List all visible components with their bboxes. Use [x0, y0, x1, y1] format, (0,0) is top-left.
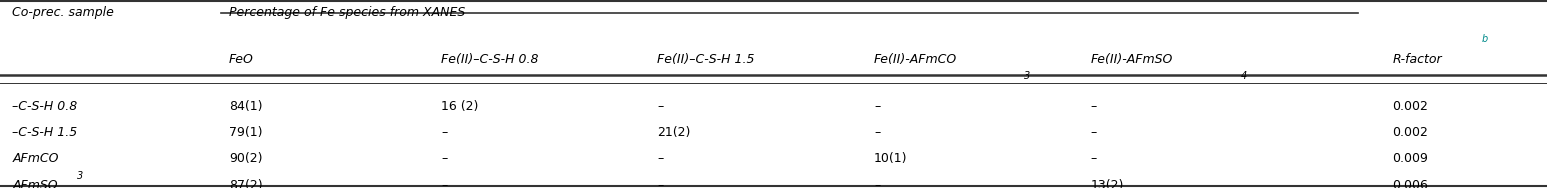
Text: –: –: [441, 126, 447, 139]
Text: –: –: [441, 152, 447, 165]
Text: 0.009: 0.009: [1392, 152, 1428, 165]
Text: FeO: FeO: [229, 53, 254, 66]
Text: 4: 4: [1241, 71, 1247, 81]
Text: –: –: [1091, 100, 1097, 113]
Text: 0.002: 0.002: [1392, 100, 1428, 113]
Text: Fe(II)-AFmSO: Fe(II)-AFmSO: [1091, 53, 1173, 66]
Text: –: –: [657, 100, 664, 113]
Text: 3: 3: [77, 171, 84, 181]
Text: –C-S-H 1.5: –C-S-H 1.5: [12, 126, 77, 139]
Text: –C-S-H 0.8: –C-S-H 0.8: [12, 100, 77, 113]
Text: 84(1): 84(1): [229, 100, 263, 113]
Text: –: –: [874, 126, 880, 139]
Text: AFmSO: AFmSO: [12, 179, 57, 188]
Text: –: –: [657, 152, 664, 165]
Text: 79(1): 79(1): [229, 126, 263, 139]
Text: Co-prec. sample: Co-prec. sample: [12, 6, 114, 19]
Text: Fe(II)–C-S-H 1.5: Fe(II)–C-S-H 1.5: [657, 53, 755, 66]
Text: R-factor: R-factor: [1392, 53, 1442, 66]
Text: 3: 3: [1024, 71, 1030, 81]
Text: –: –: [657, 179, 664, 188]
Text: –: –: [874, 100, 880, 113]
Text: Fe(II)-AFmCO: Fe(II)-AFmCO: [874, 53, 958, 66]
Text: –: –: [441, 179, 447, 188]
Text: 90(2): 90(2): [229, 152, 263, 165]
Text: AFmCO: AFmCO: [12, 152, 59, 165]
Text: 0.006: 0.006: [1392, 179, 1428, 188]
Text: 10(1): 10(1): [874, 152, 908, 165]
Text: 16 (2): 16 (2): [441, 100, 478, 113]
Text: 21(2): 21(2): [657, 126, 692, 139]
Text: Percentage of Fe species from XANES: Percentage of Fe species from XANES: [229, 6, 466, 19]
Text: 0.002: 0.002: [1392, 126, 1428, 139]
Text: Fe(II)–C-S-H 0.8: Fe(II)–C-S-H 0.8: [441, 53, 538, 66]
Text: 87(2): 87(2): [229, 179, 263, 188]
Text: –: –: [1091, 126, 1097, 139]
Text: –: –: [1091, 152, 1097, 165]
Text: 13(2): 13(2): [1091, 179, 1125, 188]
Text: –: –: [874, 179, 880, 188]
Text: b: b: [1482, 34, 1488, 44]
